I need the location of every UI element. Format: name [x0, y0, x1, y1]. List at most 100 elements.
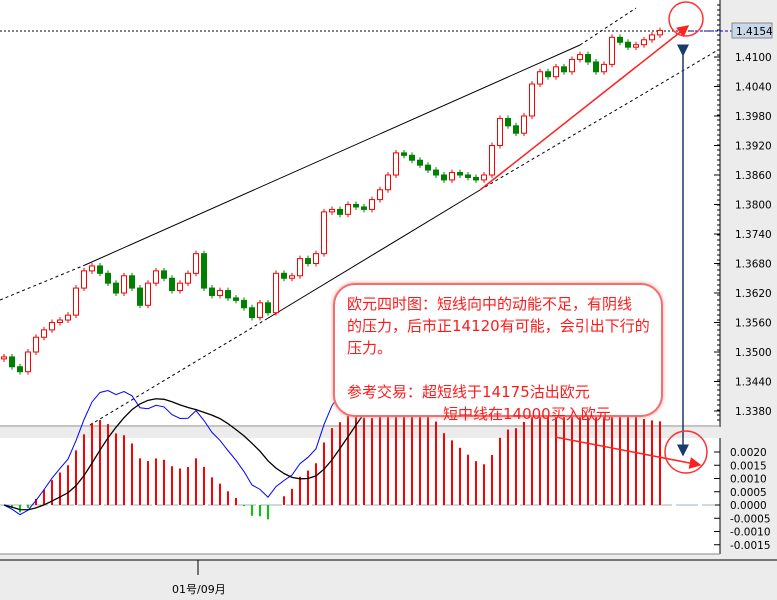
candle-up [313, 253, 319, 265]
candle-down [617, 36, 623, 43]
trade-1: 超短线于14175沽出欧元 [422, 383, 590, 401]
candle-down [305, 258, 311, 265]
candle-down [401, 152, 407, 156]
price-tick-label: 1.3980 [735, 111, 772, 123]
candle-up [569, 58, 575, 73]
macd-tick-label: 0.0005 [730, 487, 767, 499]
time-axis [0, 560, 777, 600]
candle-down [585, 54, 591, 63]
lower-channel-line[interactable] [264, 189, 481, 321]
candle-down [417, 159, 423, 166]
candle-up [289, 275, 295, 279]
candle-up [89, 265, 95, 272]
candle-down [433, 169, 439, 176]
macd-tick-label: -0.0010 [730, 527, 771, 539]
price-tick-label: 1.3380 [735, 406, 772, 418]
candle-up [553, 66, 559, 78]
candle-down [457, 172, 463, 176]
time-label: 01号/09月 [172, 583, 226, 596]
candle-up [73, 287, 79, 316]
candle-up [393, 152, 399, 176]
candle-down [593, 61, 599, 73]
note-line: 的压力，后市正14120有可能，会引出下行的 [347, 317, 650, 335]
candle-down [113, 282, 119, 294]
candle-down [249, 307, 255, 319]
candle-up [49, 322, 55, 331]
candle-up [577, 54, 583, 60]
candle-up [297, 258, 303, 277]
candle-down [105, 272, 111, 284]
candle-up [57, 319, 63, 323]
candle-up [601, 63, 607, 73]
candle-up [321, 211, 327, 255]
candle-down [505, 117, 511, 127]
candle-down [465, 174, 471, 178]
candle-up [497, 117, 503, 147]
macd-tick-label: 0.0015 [730, 460, 767, 472]
candle-up [217, 290, 223, 296]
candle-up [385, 174, 391, 191]
candle-down [425, 164, 431, 171]
trade-2: 短中线在14000买入欧元 [443, 405, 611, 423]
candle-up [185, 272, 191, 284]
price-tick-label: 1.3740 [735, 229, 772, 241]
candle-up [649, 34, 655, 41]
lower-channel-extension [89, 319, 266, 426]
price-tick-label: 1.3500 [735, 347, 772, 359]
price-tick-label: 1.3620 [735, 288, 772, 300]
note-line: 压力。 [347, 339, 393, 357]
candle-up [537, 71, 543, 85]
candle-up [489, 145, 495, 176]
candle-down [361, 206, 367, 210]
current-price-box [731, 22, 773, 39]
candle-up [177, 282, 183, 292]
candle-up [145, 282, 151, 306]
candle-up [41, 329, 47, 338]
candle-up [481, 174, 487, 181]
price-tick-label: 1.3920 [735, 141, 772, 153]
candle-down [353, 204, 359, 208]
upper-channel-line[interactable] [84, 44, 581, 266]
highlight-circle-price [668, 1, 704, 37]
candle-down [169, 277, 175, 292]
candle-up [121, 275, 127, 294]
candle-up [273, 272, 279, 314]
candle-up [369, 199, 375, 210]
candle-down [281, 272, 287, 279]
candle-up [257, 302, 263, 319]
note-line: 欧元四时图：短线向中的动能不足，有阴线 [347, 295, 633, 313]
candle-down [233, 297, 239, 301]
candle-down [561, 66, 567, 73]
macd-tick-label: 0.0000 [730, 500, 767, 512]
candle-up [521, 115, 527, 134]
price-tick-label: 1.3560 [735, 318, 772, 330]
candle-down [129, 275, 135, 289]
candle-up [25, 351, 31, 373]
candle-up [81, 270, 87, 289]
candle-down [209, 287, 215, 296]
candle-up [449, 172, 455, 181]
candle-up [329, 208, 335, 213]
candle-down [441, 174, 447, 181]
candle-up [529, 83, 535, 117]
candle-down [137, 287, 143, 306]
candle-down [9, 356, 15, 368]
candle-down [225, 290, 231, 299]
analysis-note: 欧元四时图：短线向中的动能不足，有阴线 的压力，后市正14120有可能，会引出下… [333, 283, 663, 423]
candle-up [193, 253, 199, 274]
candle-up [345, 204, 351, 215]
candle-up [633, 44, 639, 48]
candle-down [265, 302, 271, 314]
price-tick-label: 1.4100 [735, 52, 772, 64]
price-tick-label: 1.4040 [735, 82, 772, 94]
trade-title: 参考交易： [347, 383, 423, 401]
candle-down [409, 154, 415, 161]
candle-down [241, 299, 247, 309]
macd-tick-label: 0.0020 [730, 447, 767, 459]
price-tick-label: 1.3680 [735, 259, 772, 271]
candle-up [33, 336, 39, 353]
macd-tick-label: -0.0015 [730, 540, 771, 552]
candle-down [337, 208, 343, 215]
candle-down [473, 176, 479, 181]
candle-up [65, 314, 71, 321]
